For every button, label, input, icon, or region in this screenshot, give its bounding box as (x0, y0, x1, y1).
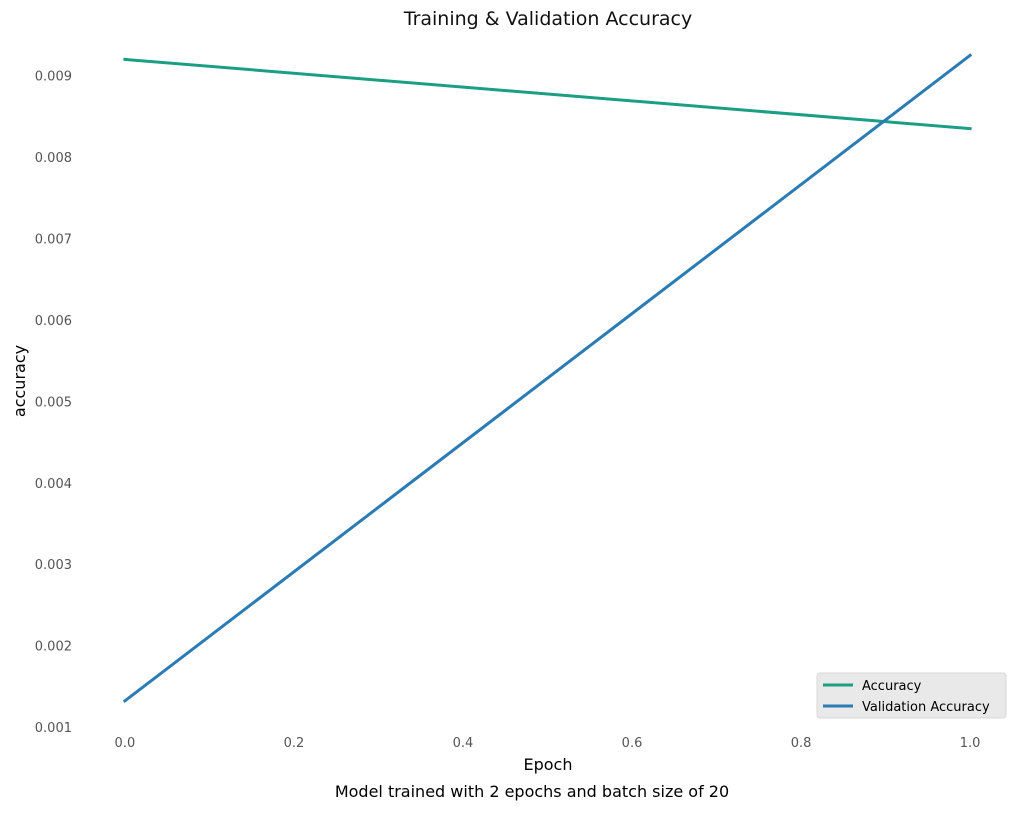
y-tick-label: 0.009 (35, 70, 72, 85)
y-axis-ticks: 0.001 0.002 0.003 0.004 0.005 0.006 0.007 0.008… (35, 70, 72, 736)
series-lines (122, 53, 973, 704)
legend-box (816, 672, 1007, 719)
chart-caption: Model trained with 2 epochs and batch si… (335, 782, 729, 801)
legend: Accuracy Validation Accuracy (816, 672, 1007, 719)
x-tick-label: 0.4 (453, 736, 474, 751)
x-tick-label: 1.0 (960, 736, 981, 751)
y-tick-label: 0.005 (35, 395, 72, 410)
x-tick-label: 0.8 (791, 736, 812, 751)
x-tick-label: 0.0 (115, 736, 136, 751)
x-tick-label: 0.6 (622, 736, 643, 751)
legend-label: Validation Accuracy (862, 700, 990, 715)
x-axis-label: Epoch (524, 755, 573, 774)
y-tick-label: 0.004 (35, 477, 72, 492)
y-tick-label: 0.008 (35, 151, 72, 166)
y-tick-label: 0.002 (35, 640, 72, 655)
y-tick-label: 0.001 (35, 721, 72, 736)
x-tick-label: 0.2 (284, 736, 305, 751)
y-tick-label: 0.003 (35, 558, 72, 573)
y-tick-label: 0.006 (35, 314, 72, 329)
legend-label: Accuracy (862, 679, 922, 694)
series-line-validation-accuracy (122, 53, 973, 704)
chart-title: Training & Validation Accuracy (403, 8, 692, 30)
y-axis-label: accuracy (10, 345, 29, 417)
x-axis-ticks: 0.0 0.2 0.4 0.6 0.8 1.0 (115, 736, 981, 751)
y-tick-label: 0.007 (35, 233, 72, 248)
series-line-accuracy (123, 57, 972, 131)
